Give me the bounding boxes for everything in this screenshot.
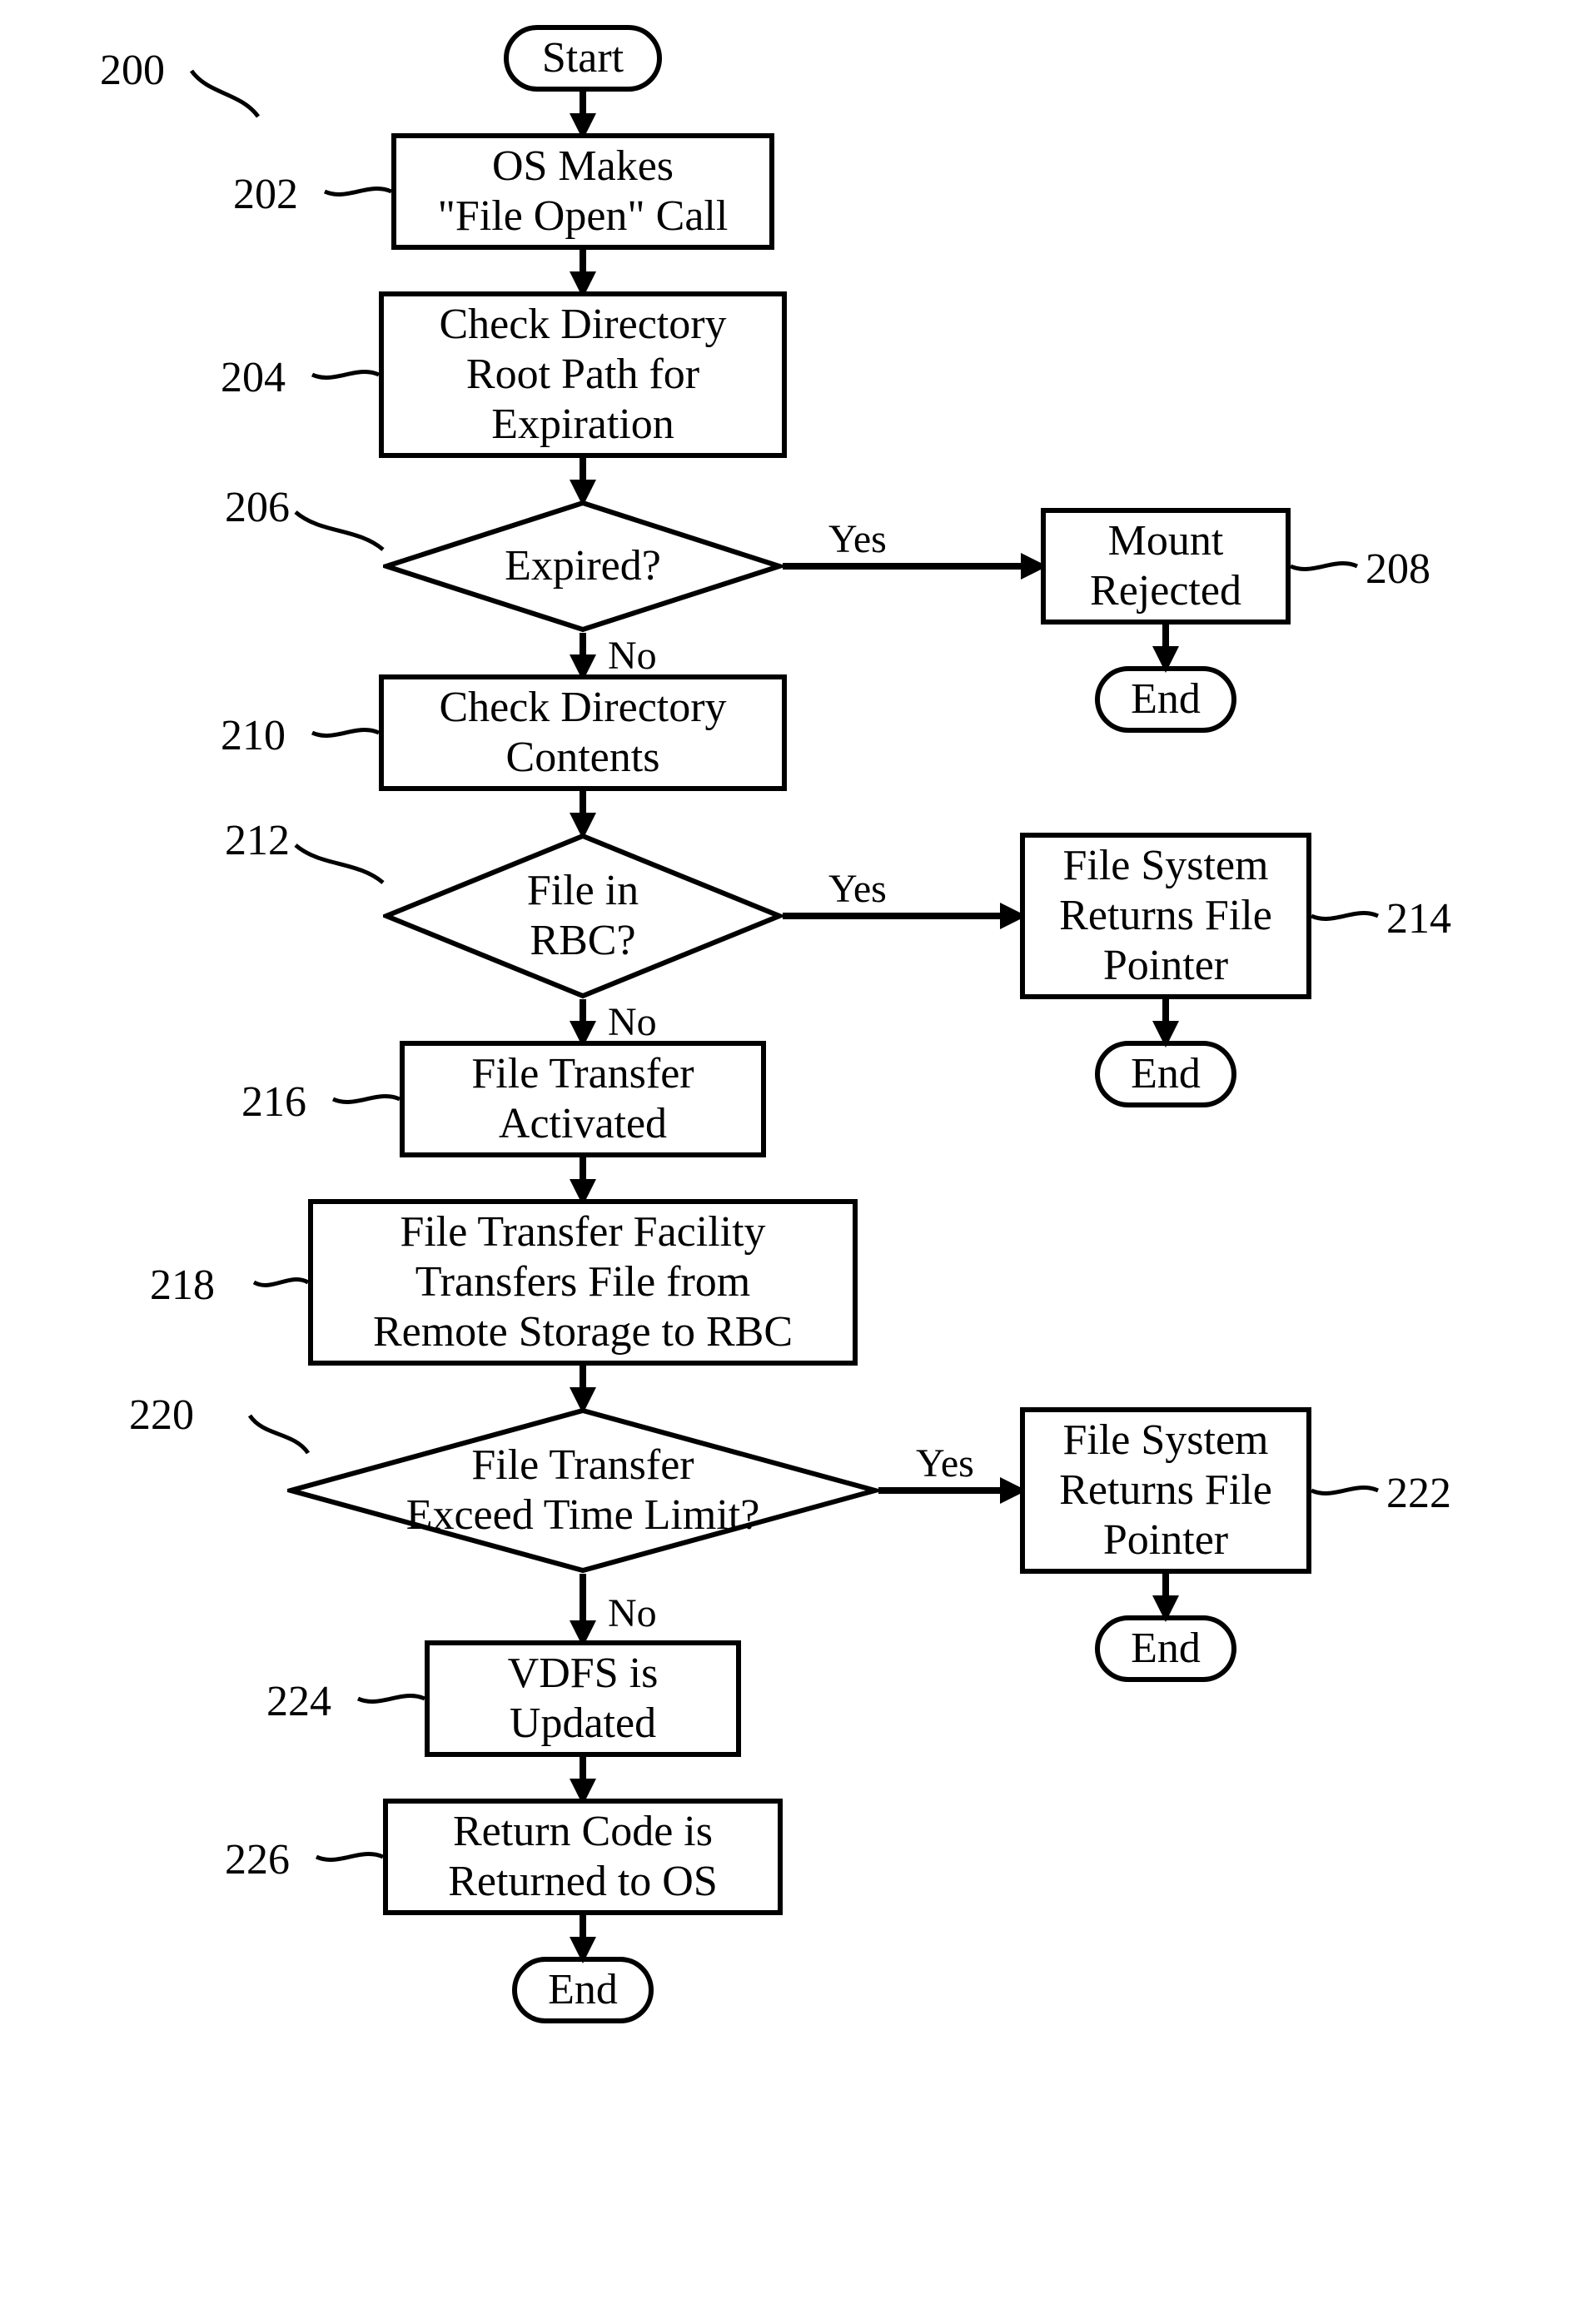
ref-214: 214 bbox=[1386, 894, 1451, 943]
process-n214: File SystemReturns FilePointer bbox=[1020, 833, 1311, 999]
ref-squiggle-210 bbox=[312, 730, 379, 736]
ref-squiggle-208 bbox=[1291, 564, 1357, 570]
terminator-start: Start bbox=[504, 25, 662, 92]
decision-d206: Expired? bbox=[383, 500, 783, 633]
process-n208: MountRejected bbox=[1041, 508, 1291, 625]
ref-212: 212 bbox=[225, 816, 290, 865]
ref-216: 216 bbox=[241, 1077, 306, 1127]
ref-squiggle-206 bbox=[296, 512, 383, 550]
ref-squiggle-214 bbox=[1311, 913, 1378, 919]
ref-208: 208 bbox=[1366, 545, 1430, 594]
edge-label-d220-n224: No bbox=[608, 1590, 657, 1636]
arrow-layer bbox=[0, 0, 1592, 2324]
process-n204: Check DirectoryRoot Path forExpiration bbox=[379, 291, 787, 458]
ref-squiggle-204 bbox=[312, 372, 379, 378]
process-n210: Check DirectoryContents bbox=[379, 674, 787, 791]
edge-label-d212-n216: No bbox=[608, 999, 657, 1045]
process-n224: VDFS isUpdated bbox=[425, 1640, 741, 1757]
process-n216: File TransferActivated bbox=[400, 1041, 766, 1157]
decision-label-d206: Expired? bbox=[383, 500, 783, 633]
terminator-end214: End bbox=[1095, 1041, 1236, 1107]
edge-label-d206-n208: Yes bbox=[828, 516, 887, 562]
ref-squiggle-222 bbox=[1311, 1488, 1378, 1494]
terminator-endmain: End bbox=[512, 1957, 654, 2023]
ref-squiggle-216 bbox=[333, 1097, 400, 1102]
ref-224: 224 bbox=[266, 1677, 331, 1726]
ref-220: 220 bbox=[129, 1391, 194, 1440]
ref-squiggle-202 bbox=[325, 189, 391, 195]
process-n226: Return Code isReturned to OS bbox=[383, 1799, 783, 1915]
decision-d220: File TransferExceed Time Limit? bbox=[287, 1407, 878, 1574]
ref-206: 206 bbox=[225, 483, 290, 532]
process-n202: OS Makes"File Open" Call bbox=[391, 133, 774, 250]
terminator-end222: End bbox=[1095, 1615, 1236, 1682]
ref-204: 204 bbox=[221, 353, 286, 402]
ref-202: 202 bbox=[233, 170, 298, 219]
edge-label-d220-n222: Yes bbox=[916, 1441, 974, 1486]
flowchart-canvas: 200 Start OS Makes"File Open" Call 202 Check… bbox=[0, 0, 1592, 2324]
decision-label-d212: File inRBC? bbox=[383, 833, 783, 999]
terminator-end208: End bbox=[1095, 666, 1236, 733]
ref-squiggle-224 bbox=[358, 1696, 425, 1702]
ref-squiggle-226 bbox=[316, 1854, 383, 1860]
ref-squiggle-figure_ref bbox=[192, 71, 258, 117]
edge-label-d212-n214: Yes bbox=[828, 866, 887, 912]
ref-218: 218 bbox=[150, 1261, 215, 1310]
ref-226: 226 bbox=[225, 1835, 290, 1884]
ref-squiggle-212 bbox=[296, 845, 383, 883]
edge-label-d206-n210: No bbox=[608, 633, 657, 679]
decision-label-d220: File TransferExceed Time Limit? bbox=[287, 1407, 878, 1574]
figure-ref: 200 bbox=[100, 46, 165, 95]
decision-d212: File inRBC? bbox=[383, 833, 783, 999]
ref-squiggle-218 bbox=[254, 1280, 308, 1286]
ref-210: 210 bbox=[221, 711, 286, 760]
process-n218: File Transfer FacilityTransfers File fro… bbox=[308, 1199, 858, 1366]
process-n222: File SystemReturns FilePointer bbox=[1020, 1407, 1311, 1574]
ref-222: 222 bbox=[1386, 1469, 1451, 1518]
